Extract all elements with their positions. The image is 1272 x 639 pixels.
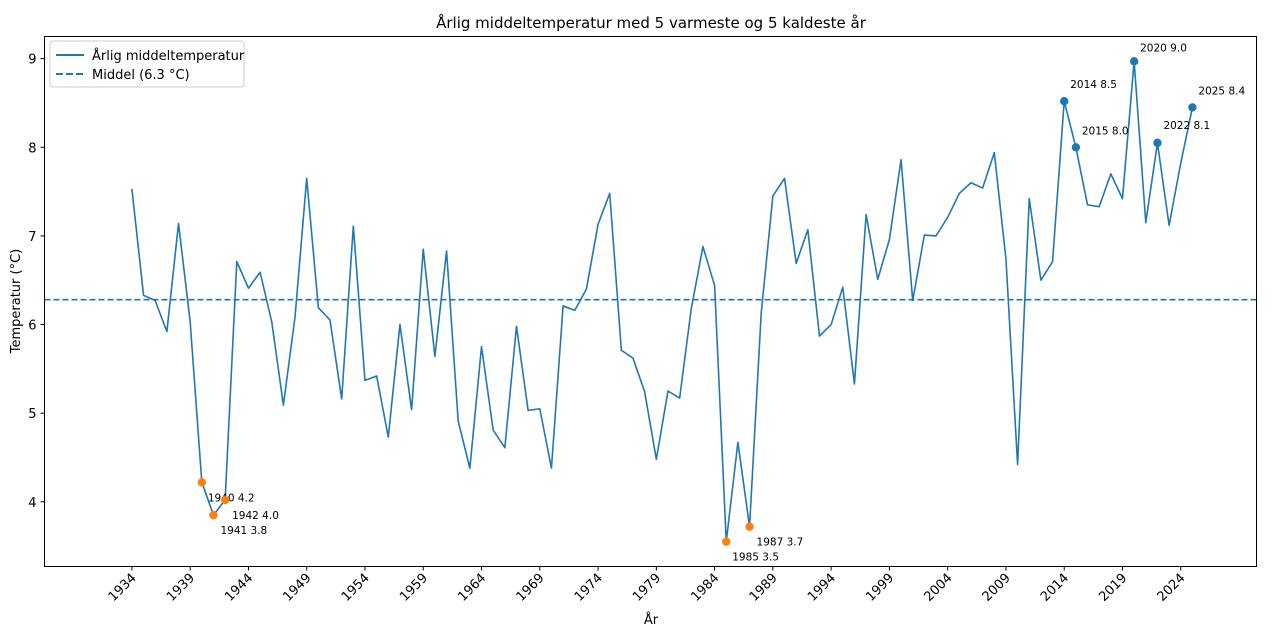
annotation-1987: 1987 3.7 — [757, 537, 804, 549]
x-tick-label-1949: 1949 — [281, 571, 315, 605]
legend-label-mean: Middel (6.3 °C) — [92, 68, 190, 83]
x-tick-label-1994: 1994 — [805, 571, 839, 605]
x-tick-label-1959: 1959 — [397, 571, 431, 605]
annotation-1942: 1942 4.0 — [232, 510, 279, 522]
y-tick-label-6: 6 — [28, 319, 36, 334]
annotation-2015: 2015 8.0 — [1082, 125, 1129, 137]
cold-point-1987 — [745, 522, 754, 531]
series-layer — [131, 60, 1194, 543]
warm-point-2014 — [1060, 96, 1069, 106]
highlight-points: 2020 9.0 2014 8.5 2025 8.4 2022 8.1 2015 8.0… — [197, 42, 1245, 564]
annotation-1941: 1941 3.8 — [220, 525, 267, 537]
x-tick-label-1999: 1999 — [863, 571, 897, 605]
legend-label-annual: Årlig middeltemperatur — [92, 48, 245, 64]
cold-point-1985 — [722, 537, 731, 546]
x-tick-label-1974: 1974 — [572, 571, 606, 605]
x-tick-label-1964: 1964 — [455, 571, 489, 605]
x-tick-label-2019: 2019 — [1096, 571, 1130, 605]
x-axis-label: År — [644, 612, 659, 628]
warm-point-2020 — [1129, 57, 1139, 66]
annotation-1940: 1940 4.2 — [208, 492, 255, 504]
y-axis-label: Temperatur (°C) — [9, 249, 24, 355]
annotation-2014: 2014 8.5 — [1070, 79, 1117, 91]
cold-point-1942 — [220, 495, 230, 505]
y-tick-label-4: 4 — [28, 496, 36, 511]
x-tick-label-1989: 1989 — [747, 571, 781, 605]
x-tick-label-1954: 1954 — [339, 571, 373, 605]
x-tick-label-1969: 1969 — [514, 571, 548, 605]
warm-point-2025 — [1188, 103, 1197, 112]
x-tick-label-1939: 1939 — [164, 571, 198, 605]
x-tick-label-2024: 2024 — [1155, 571, 1189, 605]
x-tick-label-2009: 2009 — [980, 571, 1014, 605]
annotation-2020: 2020 9.0 — [1140, 42, 1187, 54]
series-line-annual-mean — [131, 60, 1194, 543]
cold-point-1941 — [209, 510, 218, 520]
x-tick-label-1984: 1984 — [688, 571, 722, 605]
y-tick-label-8: 8 — [28, 141, 36, 156]
axes: 1934 1939 1944 1949 1954 1959 1964 1969 1974 1979… — [28, 36, 1257, 605]
legend: Årlig middeltemperatur Middel (6.3 °C) — [49, 40, 245, 88]
y-tick-label-9: 9 — [28, 53, 36, 68]
annotation-1985: 1985 3.5 — [732, 552, 779, 564]
warm-point-2015 — [1071, 143, 1081, 152]
plot-frame — [44, 36, 1257, 567]
annotation-2025: 2025 8.4 — [1198, 85, 1245, 97]
chart-title: Årlig middeltemperatur med 5 varmeste og… — [436, 13, 867, 32]
x-tick-label-2004: 2004 — [921, 571, 955, 605]
annotation-2022: 2022 8.1 — [1163, 120, 1210, 132]
x-tick-label-1979: 1979 — [630, 571, 664, 605]
y-tick-label-5: 5 — [28, 407, 36, 422]
x-tick-label-1944: 1944 — [222, 571, 256, 605]
x-tick-label-2014: 2014 — [1038, 571, 1072, 605]
legend-box — [49, 40, 245, 88]
x-tick-label-1934: 1934 — [106, 571, 140, 605]
cold-point-1940 — [197, 478, 207, 487]
y-tick-label-7: 7 — [28, 230, 36, 245]
warm-point-2022 — [1153, 138, 1162, 148]
